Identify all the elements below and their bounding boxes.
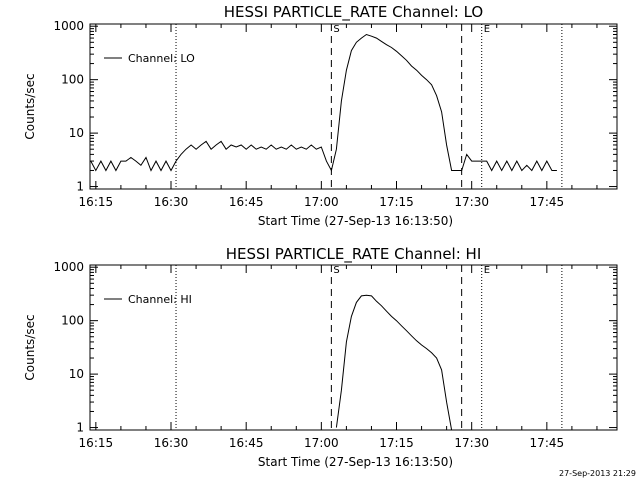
x-tick-label: 16:15	[79, 195, 114, 209]
panel-lo: HESSI PARTICLE_RATE Channel: LO Start Tim…	[23, 3, 618, 228]
x-tick-label: 17:00	[304, 436, 339, 450]
time-marker-label: S	[333, 265, 339, 276]
y-tick-label: 1000	[53, 19, 84, 33]
y-tick-label: 10	[69, 126, 84, 140]
x-axis-label: Start Time (27-Sep-13 16:13:50)	[258, 214, 453, 228]
chart-title: HESSI PARTICLE_RATE Channel: HI	[226, 245, 482, 264]
plot-frame	[89, 23, 618, 190]
x-tick-label: 17:15	[379, 436, 414, 450]
x-tick-label: 16:30	[154, 195, 189, 209]
plot-frame	[89, 264, 618, 431]
chart-title: HESSI PARTICLE_RATE Channel: LO	[224, 3, 483, 22]
x-tick-label: 17:00	[304, 195, 339, 209]
legend-label: Channel: HI	[128, 293, 192, 306]
timestamp-label: 27-Sep-2013 21:29	[559, 469, 636, 478]
x-axis-label: Start Time (27-Sep-13 16:13:50)	[258, 455, 453, 469]
x-tick-label: 17:30	[454, 436, 489, 450]
series-line	[90, 33, 557, 172]
y-axis-label: Counts/sec	[23, 314, 37, 380]
y-tick-label: 1	[76, 180, 84, 194]
series-line	[335, 294, 453, 431]
x-tick-label: 16:15	[79, 436, 114, 450]
y-tick-label: 100	[61, 73, 84, 87]
time-marker-label: E	[484, 265, 490, 276]
x-tick-label: 16:30	[154, 436, 189, 450]
legend-label: Channel: LO	[128, 52, 195, 65]
x-tick-label: 16:45	[229, 195, 264, 209]
panel-hi: HESSI PARTICLE_RATE Channel: HI Start Tim…	[23, 245, 618, 469]
x-tick-label: 17:30	[454, 195, 489, 209]
y-tick-label: 10	[69, 367, 84, 381]
x-tick-label: 16:45	[229, 436, 264, 450]
x-tick-label: 17:45	[530, 436, 565, 450]
y-tick-label: 1	[76, 421, 84, 435]
y-tick-label: 100	[61, 314, 84, 328]
x-tick-label: 17:15	[379, 195, 414, 209]
x-tick-label: 17:45	[530, 195, 565, 209]
y-tick-label: 1000	[53, 260, 84, 274]
y-axis-label: Counts/sec	[23, 73, 37, 139]
time-marker-label: S	[333, 24, 339, 35]
time-marker-label: E	[484, 24, 490, 35]
